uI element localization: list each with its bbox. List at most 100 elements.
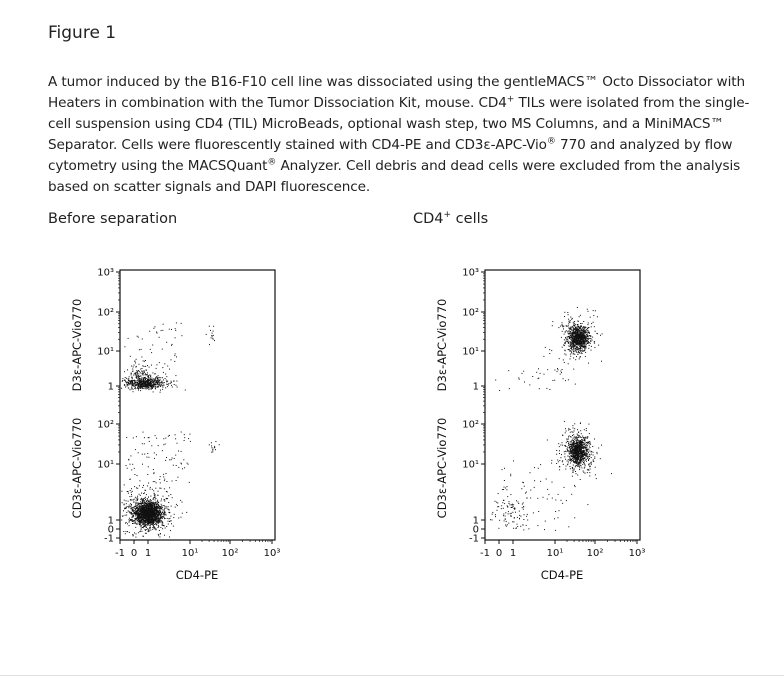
event-dot [589,465,591,467]
y-tick-label: -1 [469,534,479,545]
event-dot [127,531,128,533]
event-dot [580,447,582,449]
event-dot [163,509,165,511]
event-dot [543,373,545,375]
event-dot [501,469,503,471]
event-dot [132,382,134,384]
event-dot [567,339,569,341]
event-dot [154,505,155,507]
event-dot [144,532,146,534]
event-dot [572,425,574,427]
event-dot [583,462,585,464]
event-dot [491,519,493,521]
event-dot [148,376,149,378]
event-dot [575,349,577,351]
event-dot [576,336,578,338]
event-dot [581,331,582,333]
event-dot [577,333,579,335]
event-dot [586,343,588,344]
event-dot [137,377,139,379]
event-dot [148,507,149,509]
event-dot [147,379,149,381]
event-dot [155,376,157,378]
event-dot [563,328,564,330]
event-dot [578,341,580,343]
event-dot [581,450,583,451]
event-dot [138,493,140,495]
event-dot [129,512,131,514]
event-dot [140,505,142,507]
event-dot [130,455,132,457]
event-dot [140,499,142,500]
event-dot [577,456,579,458]
event-dot [132,534,134,535]
event-dot [576,441,578,443]
event-dot [170,359,172,361]
event-dot [148,503,150,505]
event-dot [573,332,575,334]
event-dot [574,461,576,463]
event-dot [153,514,155,515]
event-dot [152,528,154,530]
event-dot [145,509,147,511]
event-dot [565,442,567,444]
event-dot [574,486,576,488]
event-dot [594,310,596,312]
event-dot [578,335,580,337]
event-dot [156,508,158,509]
event-dot [534,480,536,482]
event-dot [565,430,567,432]
event-dot [588,453,590,455]
event-dot [148,522,150,524]
event-dot [574,484,575,486]
event-dot [138,386,140,388]
event-dot [572,467,574,469]
event-dot [184,467,186,469]
event-dot [572,335,574,337]
event-dot [152,505,153,507]
event-dot [137,487,139,489]
event-dot [142,510,144,512]
event-dot [585,341,587,343]
event-dot [583,341,585,342]
event-dot [130,513,132,515]
event-dot [506,524,508,526]
event-dot [147,485,149,487]
event-dot [571,460,572,462]
event-dot [576,452,578,454]
event-dot [577,351,579,353]
event-dot [147,504,149,506]
event-dot [152,344,154,346]
event-dot [148,389,150,391]
event-dot [592,310,594,312]
event-dot [575,437,577,439]
event-dot [586,308,588,310]
event-dot [592,336,594,338]
event-dot [149,507,151,509]
event-dot [571,447,573,449]
event-dot [152,516,154,518]
event-dot [161,523,163,525]
event-dot [561,322,563,324]
event-dot [582,470,584,472]
event-dot [576,333,578,335]
event-dot [580,343,582,345]
event-dot [558,453,560,454]
event-dot [573,330,575,332]
event-dot [132,507,133,509]
event-dot [138,520,140,522]
event-dot [189,440,191,442]
event-dot [579,440,581,442]
event-dot [153,384,155,386]
event-dot [135,509,137,511]
event-dot [568,455,570,457]
event-dot [140,385,142,387]
event-dot [596,453,598,455]
event-dot [583,350,585,352]
event-dot [139,381,141,383]
event-dot [147,517,149,519]
event-dot [582,330,584,332]
event-dot [587,456,589,458]
event-dot [137,382,139,384]
event-dot [160,503,162,505]
